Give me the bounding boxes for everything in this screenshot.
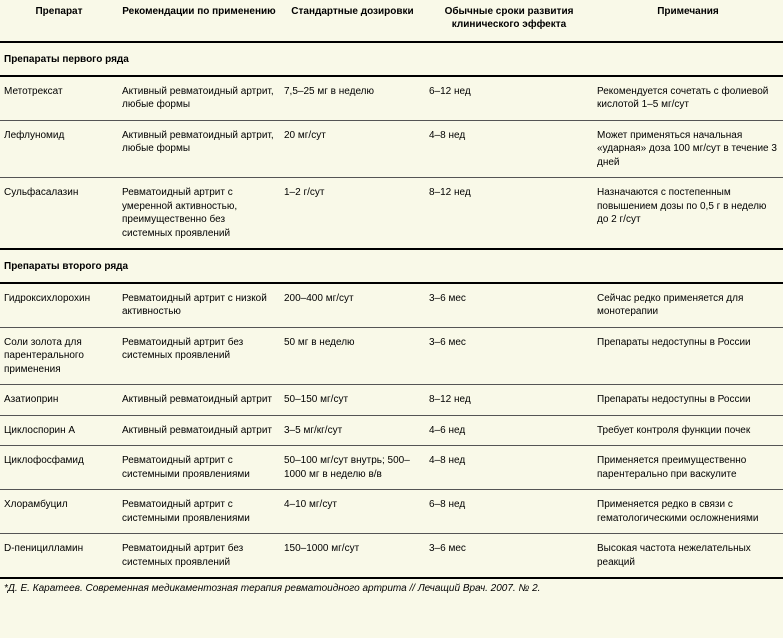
cell-notes: Рекомендуется сочетать с фолиевой кислот…: [593, 76, 783, 121]
table-row: Циклоспорин ААктивный ревматоидный артри…: [0, 415, 783, 446]
cell-dosage: 150–1000 мг/сут: [280, 534, 425, 579]
cell-drug: Азатиоприн: [0, 385, 118, 416]
table-row: ЦиклофосфамидРевматоидный артрит с систе…: [0, 446, 783, 490]
table-row: Соли золота для парентерального применен…: [0, 327, 783, 385]
cell-recommendation: Ревматоидный артрит с умеренной активнос…: [118, 178, 280, 250]
cell-dosage: 1–2 г/сут: [280, 178, 425, 250]
footnote: *Д. Е. Каратеев. Современная медикаменто…: [0, 579, 783, 602]
cell-dosage: 50 мг в неделю: [280, 327, 425, 385]
cell-recommendation: Ревматоидный артрит с низкой активностью: [118, 283, 280, 328]
table-row: D-пеницилламинРевматоидный артрит без си…: [0, 534, 783, 579]
cell-recommendation: Ревматоидный артрит без системных проявл…: [118, 327, 280, 385]
cell-notes: Назначаются с постепенным повышением доз…: [593, 178, 783, 250]
section-header-row: Препараты первого ряда: [0, 42, 783, 76]
cell-dosage: 50–100 мг/сут внутрь; 500–1000 мг в неде…: [280, 446, 425, 490]
table-row: АзатиопринАктивный ревматоидный артрит50…: [0, 385, 783, 416]
cell-onset: 6–8 нед: [425, 490, 593, 534]
cell-onset: 4–8 нед: [425, 120, 593, 178]
col-header: Примечания: [593, 0, 783, 42]
cell-drug: Сульфасалазин: [0, 178, 118, 250]
cell-drug: Хлорамбуцил: [0, 490, 118, 534]
cell-drug: Циклофосфамид: [0, 446, 118, 490]
col-header: Препарат: [0, 0, 118, 42]
cell-drug: Соли золота для парентерального применен…: [0, 327, 118, 385]
cell-notes: Препараты недоступны в России: [593, 385, 783, 416]
cell-notes: Сейчас редко применяется для монотерапии: [593, 283, 783, 328]
table-row: ГидроксихлорохинРевматоидный артрит с ни…: [0, 283, 783, 328]
section-title: Препараты второго ряда: [0, 249, 783, 283]
cell-onset: 8–12 нед: [425, 178, 593, 250]
cell-recommendation: Ревматоидный артрит с системными проявле…: [118, 490, 280, 534]
table-row: СульфасалазинРевматоидный артрит с умере…: [0, 178, 783, 250]
cell-notes: Применяется преимущественно парентеральн…: [593, 446, 783, 490]
cell-dosage: 200–400 мг/сут: [280, 283, 425, 328]
col-header: Рекомендации по применению: [118, 0, 280, 42]
table-body: Препараты первого рядаМетотрексатАктивны…: [0, 42, 783, 578]
cell-drug: D-пеницилламин: [0, 534, 118, 579]
cell-recommendation: Ревматоидный артрит с системными проявле…: [118, 446, 280, 490]
cell-recommendation: Активный ревматоидный артрит: [118, 415, 280, 446]
drug-table: Препарат Рекомендации по применению Стан…: [0, 0, 783, 579]
col-header: Обычные сроки развития клинического эффе…: [425, 0, 593, 42]
cell-onset: 8–12 нед: [425, 385, 593, 416]
table-row: МетотрексатАктивный ревматоидный артрит,…: [0, 76, 783, 121]
cell-drug: Циклоспорин А: [0, 415, 118, 446]
section-header-row: Препараты второго ряда: [0, 249, 783, 283]
table-row: ХлорамбуцилРевматоидный артрит с системн…: [0, 490, 783, 534]
cell-onset: 3–6 мес: [425, 534, 593, 579]
cell-onset: 6–12 нед: [425, 76, 593, 121]
cell-drug: Гидроксихлорохин: [0, 283, 118, 328]
cell-recommendation: Активный ревматоидный артрит, любые форм…: [118, 120, 280, 178]
cell-onset: 4–6 нед: [425, 415, 593, 446]
cell-dosage: 7,5–25 мг в неделю: [280, 76, 425, 121]
cell-dosage: 4–10 мг/сут: [280, 490, 425, 534]
table-header: Препарат Рекомендации по применению Стан…: [0, 0, 783, 42]
cell-notes: Препараты недоступны в России: [593, 327, 783, 385]
cell-recommendation: Ревматоидный артрит без системных проявл…: [118, 534, 280, 579]
section-title: Препараты первого ряда: [0, 42, 783, 76]
cell-dosage: 20 мг/сут: [280, 120, 425, 178]
cell-notes: Требует контроля функции почек: [593, 415, 783, 446]
cell-drug: Лефлуномид: [0, 120, 118, 178]
col-header: Стандартные дозировки: [280, 0, 425, 42]
cell-recommendation: Активный ревматоидный артрит: [118, 385, 280, 416]
cell-notes: Может применяться начальная «ударная» до…: [593, 120, 783, 178]
cell-recommendation: Активный ревматоидный артрит, любые форм…: [118, 76, 280, 121]
cell-drug: Метотрексат: [0, 76, 118, 121]
cell-notes: Высокая частота нежелательных реакций: [593, 534, 783, 579]
cell-onset: 3–6 мес: [425, 327, 593, 385]
cell-onset: 4–8 нед: [425, 446, 593, 490]
cell-notes: Применяется редко в связи с гематологиче…: [593, 490, 783, 534]
cell-onset: 3–6 мес: [425, 283, 593, 328]
cell-dosage: 3–5 мг/кг/сут: [280, 415, 425, 446]
table-row: ЛефлуномидАктивный ревматоидный артрит, …: [0, 120, 783, 178]
cell-dosage: 50–150 мг/сут: [280, 385, 425, 416]
